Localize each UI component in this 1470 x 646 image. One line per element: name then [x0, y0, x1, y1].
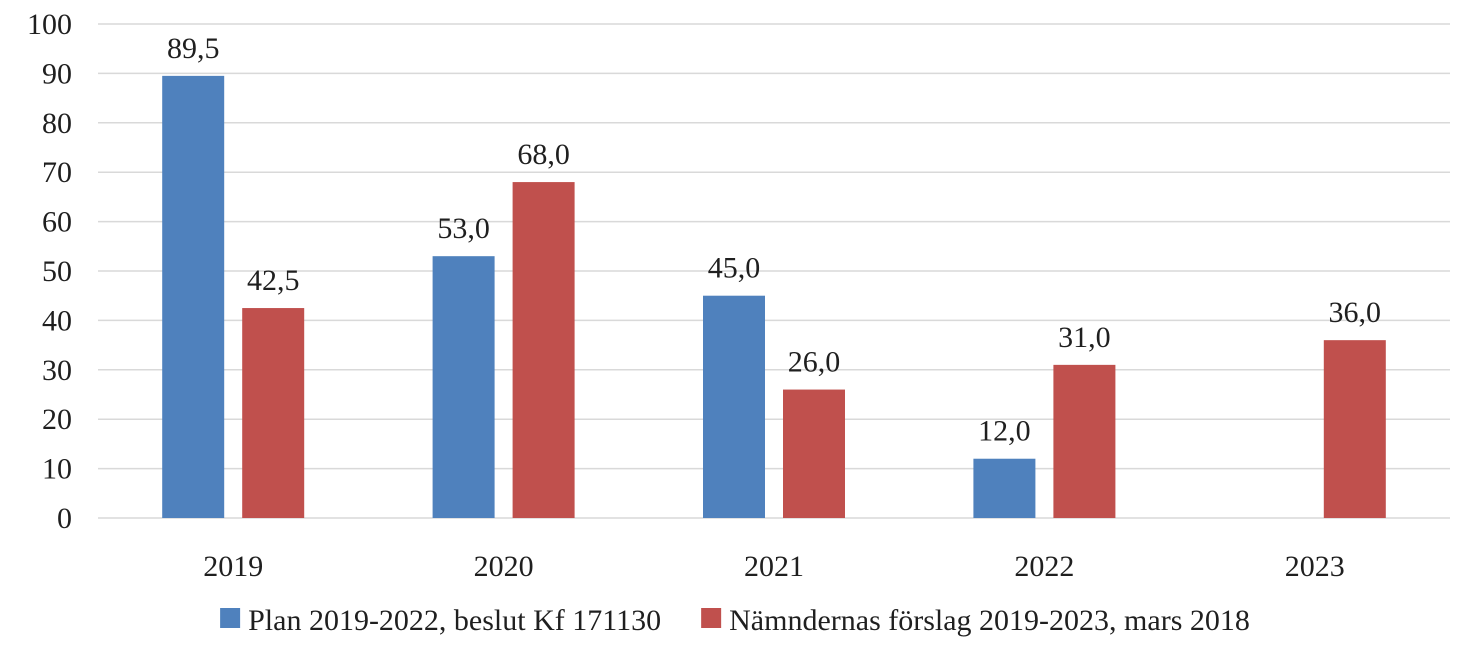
- data-label-2-2022: 31,0: [1058, 321, 1111, 354]
- y-tick-label-80: 80: [42, 107, 72, 140]
- data-label-2-2021: 26,0: [788, 346, 841, 379]
- x-tick-label-2023: 2023: [1285, 550, 1345, 583]
- data-label-2-2020: 68,0: [517, 138, 570, 171]
- grid-layer: [98, 23, 1450, 519]
- legend-label-1: Plan 2019-2022, beslut Kf 171130: [248, 604, 661, 637]
- x-axis: 2019 2020 2021 2022 2023: [203, 550, 1345, 583]
- bar-2-2019: [242, 308, 305, 518]
- y-tick-label-10: 10: [42, 453, 72, 486]
- legend: Plan 2019-2022, beslut Kf 171130 Nämndern…: [220, 604, 1250, 637]
- bar-2-2023: [1323, 340, 1386, 518]
- data-label-1-2019: 89,5: [167, 32, 220, 65]
- y-tick-label-50: 50: [42, 255, 72, 288]
- y-tick-label-40: 40: [42, 304, 72, 337]
- bar-1-2019: [162, 75, 225, 519]
- data-label-1-2022: 12,0: [978, 415, 1031, 448]
- bar-1-2022: [973, 458, 1036, 518]
- data-label-2-2019: 42,5: [247, 264, 300, 297]
- data-label-2-2023: 36,0: [1329, 296, 1382, 329]
- y-tick-label-20: 20: [42, 403, 72, 436]
- y-axis: 0 10 20 30 40 50 60 70 80 90 100: [27, 8, 72, 535]
- data-label-1-2020: 53,0: [437, 212, 490, 245]
- bar-1-2021: [703, 295, 765, 518]
- x-tick-label-2019: 2019: [203, 550, 263, 583]
- bar-2-2022: [1053, 364, 1116, 518]
- legend-label-2: Nämndernas förslag 2019-2023, mars 2018: [729, 604, 1250, 637]
- bar-2-2020: [512, 182, 575, 518]
- y-tick-label-30: 30: [42, 354, 72, 387]
- legend-swatch-1: [220, 608, 241, 628]
- y-tick-label-0: 0: [57, 502, 72, 535]
- y-tick-label-60: 60: [42, 206, 72, 239]
- bar-1-2020: [432, 256, 495, 518]
- bar-2-2021: [783, 389, 845, 518]
- legend-swatch-2: [701, 608, 722, 628]
- y-tick-label-90: 90: [42, 57, 72, 90]
- y-tick-label-100: 100: [27, 8, 72, 41]
- data-label-1-2021: 45,0: [708, 252, 761, 285]
- x-tick-label-2022: 2022: [1014, 550, 1074, 583]
- data-labels: 89,5 42,5 53,0 68,0 45,0 26,0 12,0 31,0 36,0: [167, 32, 1381, 448]
- x-tick-label-2020: 2020: [474, 550, 534, 583]
- bars: [162, 75, 1386, 519]
- y-tick-label-70: 70: [42, 156, 72, 189]
- x-tick-label-2021: 2021: [744, 550, 804, 583]
